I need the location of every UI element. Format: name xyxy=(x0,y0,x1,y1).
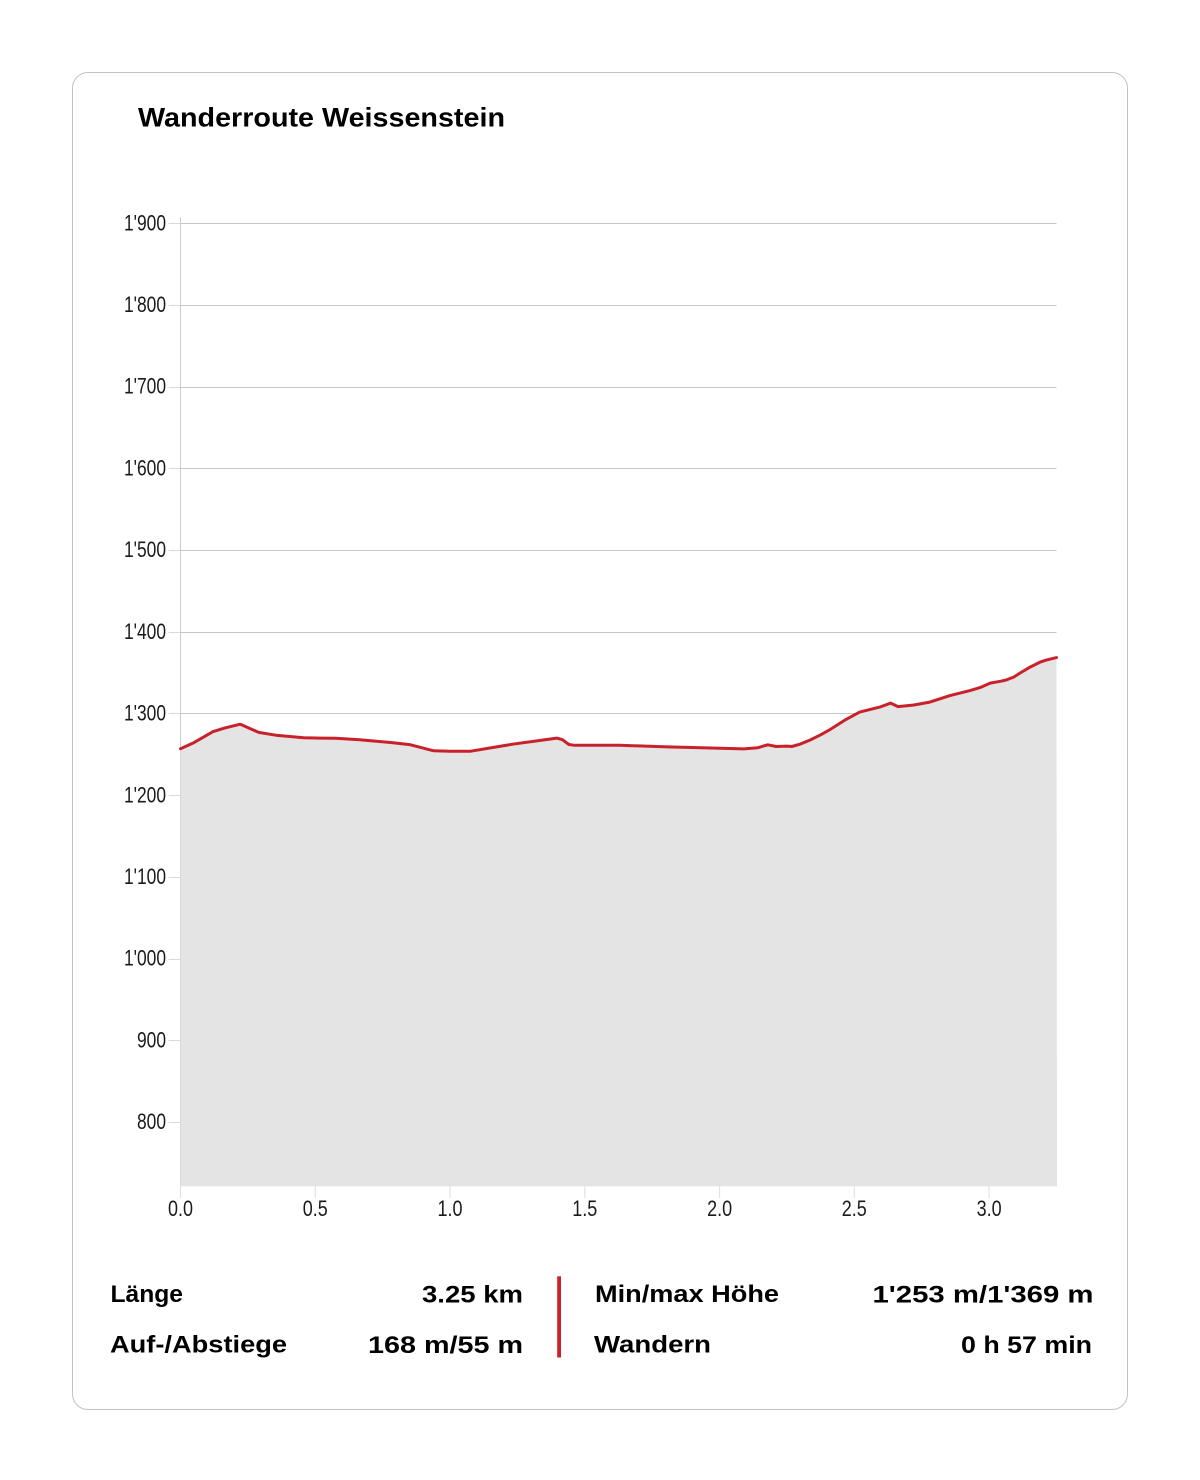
svg-text:800: 800 xyxy=(137,1109,166,1134)
svg-text:Min/max Höhe: Min/max Höhe xyxy=(595,1281,779,1308)
svg-text:Länge: Länge xyxy=(111,1281,184,1308)
svg-text:0 h 57 min: 0 h 57 min xyxy=(961,1332,1092,1359)
svg-text:2.0: 2.0 xyxy=(707,1196,732,1221)
svg-text:1'600: 1'600 xyxy=(124,455,166,480)
svg-text:Wandern: Wandern xyxy=(594,1331,711,1358)
svg-text:Wanderroute Weissenstein: Wanderroute Weissenstein xyxy=(138,103,505,133)
svg-text:0.0: 0.0 xyxy=(168,1196,193,1221)
svg-text:0.5: 0.5 xyxy=(303,1196,328,1221)
svg-text:1'800: 1'800 xyxy=(124,292,166,317)
svg-text:1'400: 1'400 xyxy=(124,619,166,644)
svg-text:900: 900 xyxy=(137,1027,166,1052)
svg-text:1.0: 1.0 xyxy=(438,1196,463,1221)
svg-text:1'200: 1'200 xyxy=(124,782,166,807)
svg-text:1'100: 1'100 xyxy=(124,864,166,889)
svg-text:1'000: 1'000 xyxy=(124,946,166,971)
svg-text:3.0: 3.0 xyxy=(977,1196,1002,1221)
svg-text:1'700: 1'700 xyxy=(124,374,166,399)
svg-text:3.25 km: 3.25 km xyxy=(422,1282,523,1309)
svg-text:2.5: 2.5 xyxy=(842,1196,867,1221)
svg-text:1'253 m/1'369 m: 1'253 m/1'369 m xyxy=(873,1282,1094,1309)
svg-text:1'300: 1'300 xyxy=(124,701,166,726)
svg-text:168 m/55 m: 168 m/55 m xyxy=(368,1332,523,1359)
svg-text:1'500: 1'500 xyxy=(124,537,166,562)
svg-text:Auf-/Abstiege: Auf-/Abstiege xyxy=(110,1331,287,1358)
svg-text:1'900: 1'900 xyxy=(124,210,166,235)
svg-text:1.5: 1.5 xyxy=(572,1196,597,1221)
